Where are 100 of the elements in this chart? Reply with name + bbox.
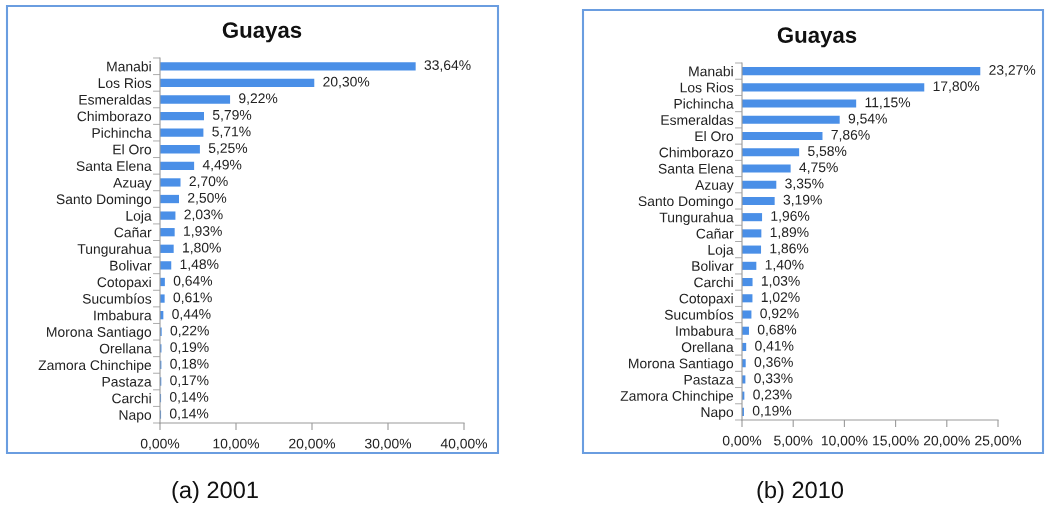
y-tick-label: Morona Santiago [47,326,152,340]
data-label: 1,93% [184,226,222,238]
data-label: 1,89% [770,227,809,239]
y-tick-label: Cañar [696,228,734,239]
text: (b) 2010 [757,480,844,503]
y-tick-label: Orellana [681,341,734,353]
y-tick-label: Cotopaxi [679,293,733,307]
data-label: 2,50% [188,192,227,205]
x-tick-label: 25,00% [975,435,1022,448]
data-label: 0,18% [170,358,209,371]
y-tick-label: Manabi [689,66,733,77]
data-label: 0,33% [754,373,793,385]
data-label: 4,49% [202,159,242,172]
x-tick-label: 0,00% [140,438,180,451]
data-label: 0,19% [752,405,792,418]
data-label: 11,15% [865,97,911,109]
y-tick-label: Imbabura [676,325,734,336]
data-label: 5,25% [208,143,248,155]
data-label: 0,14% [169,408,209,421]
x-tick-label: 15,00% [873,435,919,448]
x-tick-label: 30,00% [364,438,412,451]
y-tick-label: Los Rios [98,77,152,89]
y-tick-label: Napo [119,410,152,423]
y-tick-label: Sucumbíos [664,309,734,320]
y-tick-label: Pichincha [674,98,734,109]
data-label: 1,96% [771,211,810,223]
x-tick-label: 40,00% [440,438,488,451]
y-tick-label: Los Rios [680,82,734,93]
y-tick-label: Pastaza [102,377,152,387]
data-label: 1,80% [183,242,221,255]
y-tick-label: Azuay [113,177,152,191]
data-label: 5,71% [212,126,251,139]
data-label: 1,40% [765,259,804,272]
y-tick-label: Chimborazo [659,147,734,158]
y-tick-label: Morona Santiago [629,358,734,372]
data-label: 0,22% [170,325,209,338]
y-tick-label: Sucumbíos [82,293,152,304]
data-label: 9,54% [848,113,887,126]
data-label: 0,64% [173,275,213,288]
y-tick-label: Bolivar [692,260,734,272]
y-tick-label: Santa Elena [658,163,734,174]
data-label: 0,61% [173,292,212,304]
y-tick-label: Loja [126,210,152,224]
data-label: 7,86% [831,129,870,142]
chart-title: Guayas [222,22,302,43]
y-tick-label: Pichincha [92,127,152,138]
data-label: 0,41% [755,340,794,353]
data-label: 1,02% [761,292,800,304]
data-label: 0,23% [753,389,792,402]
x-tick-label: 20,00% [289,438,336,451]
data-label: 2,03% [184,209,223,221]
y-tick-label: Tungurahua [659,212,734,226]
y-tick-label: Orellana [99,343,152,354]
x-tick-label: 20,00% [923,435,970,448]
data-label: 5,79% [212,109,252,122]
y-tick-label: Pastaza [684,374,734,385]
y-tick-label: Esmeraldas [661,114,734,125]
y-tick-label: Manabi [107,61,151,72]
data-label: 0,36% [754,357,793,369]
data-label: 0,17% [170,375,209,387]
data-label: 0,44% [172,309,211,321]
y-tick-label: Santa Elena [76,160,152,172]
data-label: 0,92% [760,308,799,320]
data-label: 0,19% [170,342,209,354]
data-label: 33,64% [424,60,471,72]
data-label: 20,30% [323,76,370,89]
y-tick-label: Loja [708,244,734,258]
y-tick-label: Cotopaxi [97,276,151,290]
data-label: 1,48% [180,259,219,271]
chart-title: Guayas [777,27,857,48]
data-label: 17,80% [933,81,980,93]
data-label: 5,58% [808,146,847,158]
text: (a) 2001 [172,480,258,503]
x-tick-label: 0,00% [722,435,762,448]
y-tick-label: El Oro [695,130,734,142]
x-tick-label: 10,00% [821,435,868,448]
data-label: 0,68% [757,324,797,337]
y-tick-label: Chimborazo [77,111,152,122]
data-label: 3,19% [783,194,822,207]
data-label: 0,14% [169,392,209,404]
y-tick-label: Azuay [695,180,734,193]
y-tick-label: Zamora Chinchipe [620,390,734,404]
x-tick-label: 10,00% [213,438,260,451]
data-label: 2,70% [189,176,228,188]
y-tick-label: Santo Domingo [56,193,152,207]
y-tick-label: Napo [701,407,734,420]
data-label: 1,03% [761,275,800,288]
y-tick-label: Esmeraldas [79,94,152,105]
y-tick-label: Santo Domingo [638,195,734,209]
y-tick-label: Imbabura [94,310,152,321]
y-tick-label: El Oro [113,144,152,155]
x-tick-label: 5,00% [774,435,813,448]
y-tick-label: Tungurahua [77,243,152,257]
data-label: 9,22% [239,93,278,105]
data-label: 23,27% [989,65,1036,77]
data-label: 1,86% [770,243,809,255]
y-tick-label: Carchi [112,393,151,404]
data-label: 4,75% [799,162,838,174]
y-tick-label: Bolivar [110,260,152,271]
y-tick-label: Cañar [114,227,152,238]
